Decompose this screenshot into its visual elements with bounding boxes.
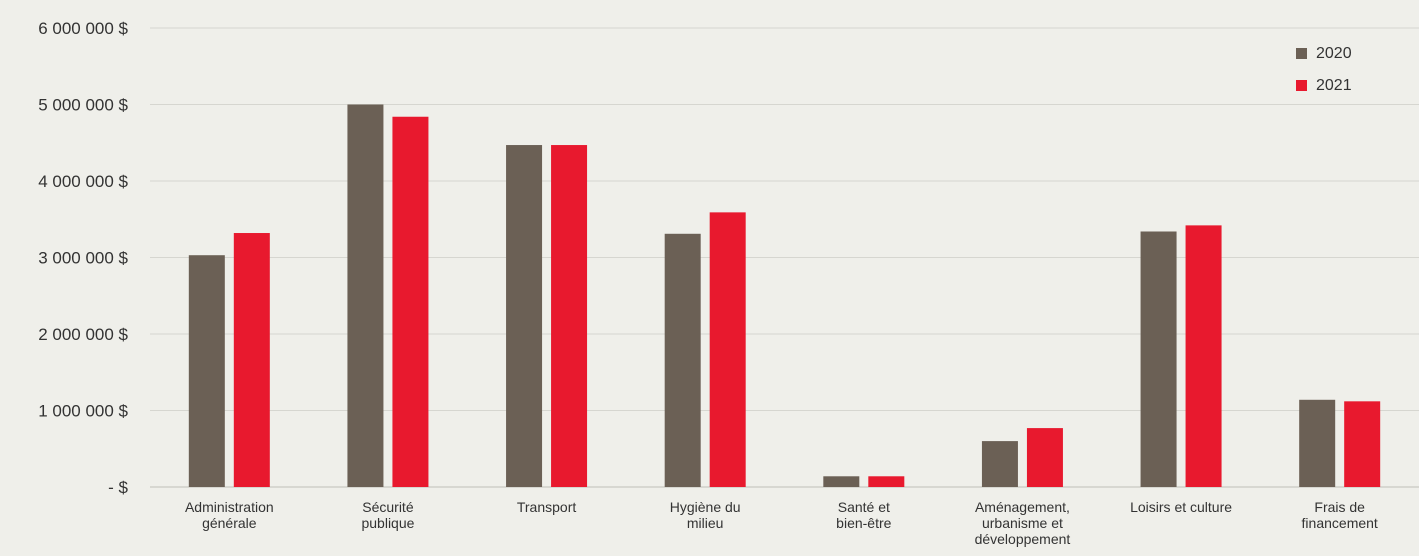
- category-label-line: Hygiène du: [670, 499, 741, 515]
- bar-2021-2: [551, 145, 588, 488]
- legend-label: 2020: [1316, 45, 1352, 62]
- bar-2020-5: [981, 441, 1018, 487]
- y-tick-label: 2 000 000 $: [38, 325, 128, 344]
- bar-2020-4: [823, 476, 860, 487]
- bar-2021-6: [1185, 225, 1222, 487]
- category-label-line: urbanisme et: [982, 515, 1063, 531]
- y-tick-label: 5 000 000 $: [38, 96, 128, 115]
- bar-2020-6: [1140, 231, 1177, 487]
- category-label-line: bien-être: [836, 515, 891, 531]
- category-label-line: Frais de: [1314, 499, 1365, 515]
- bar-2021-3: [709, 212, 746, 488]
- category-label: Hygiène du milieu: [670, 499, 741, 531]
- category-label-line: Sécurité: [362, 499, 414, 515]
- bar-2020-7: [1299, 399, 1336, 487]
- legend: 2020 2021: [1296, 45, 1352, 94]
- category-label: Transport: [517, 499, 577, 515]
- bar-2021-1: [392, 116, 429, 488]
- y-tick-label: 6 000 000 $: [38, 19, 128, 38]
- category-label-line: développement: [975, 531, 1071, 547]
- category-label-line: financement: [1302, 515, 1378, 531]
- bar-2020-1: [347, 104, 384, 487]
- category-label: Frais de financement: [1302, 499, 1378, 531]
- y-tick-label: 4 000 000 $: [38, 172, 128, 191]
- category-label-line: Transport: [517, 499, 577, 515]
- category-label-line: Santé et: [838, 499, 890, 515]
- category-label: Sécurité publique: [361, 499, 414, 531]
- y-tick-label: - $: [108, 478, 128, 497]
- legend-swatch-2020: [1296, 48, 1307, 59]
- category-label: Loisirs et culture: [1130, 499, 1232, 515]
- category-label: Aménagement, urbanisme et développement: [975, 499, 1071, 547]
- category-label-line: Loisirs et culture: [1130, 499, 1232, 515]
- x-axis-category-labels: Administration générale Sécurité publique Tr…: [185, 499, 1378, 547]
- y-tick-label: 3 000 000 $: [38, 249, 128, 268]
- bar-2020-0: [188, 255, 225, 487]
- bar-2020-3: [664, 233, 701, 487]
- bar-2020-2: [506, 145, 543, 488]
- grid-lines: [150, 27, 1419, 488]
- bar-2021-5: [1026, 428, 1063, 487]
- category-label-line: publique: [361, 515, 414, 531]
- y-tick-label: 1 000 000 $: [38, 402, 128, 421]
- category-label: Santé et bien-être: [836, 499, 891, 531]
- y-axis-tick-labels: - $ 1 000 000 $ 2 000 000 $ 3 000 000 $ 4 00…: [38, 19, 128, 497]
- legend-swatch-2021: [1296, 80, 1307, 91]
- category-label-line: Administration: [185, 499, 274, 515]
- category-label: Administration générale: [185, 499, 274, 531]
- category-label-line: générale: [202, 515, 257, 531]
- bar-2021-4: [868, 476, 905, 487]
- category-label-line: milieu: [687, 515, 724, 531]
- bars: [188, 104, 1381, 488]
- category-label-line: Aménagement,: [975, 499, 1070, 515]
- bar-2021-7: [1344, 401, 1381, 487]
- bar-2021-0: [233, 233, 270, 487]
- legend-label: 2021: [1316, 77, 1352, 94]
